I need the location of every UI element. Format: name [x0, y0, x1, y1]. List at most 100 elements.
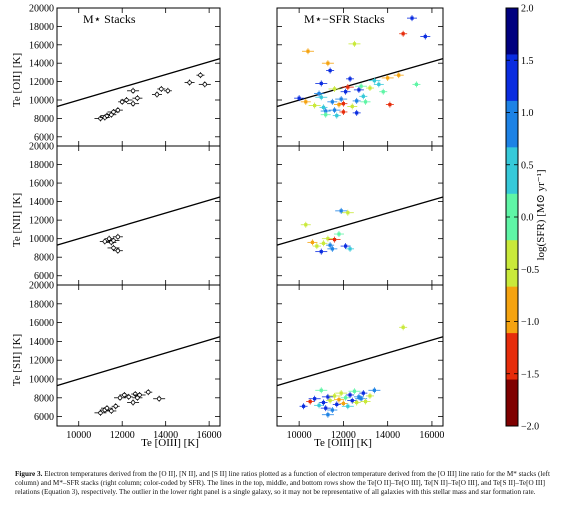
data-point — [127, 399, 140, 406]
data-point — [153, 395, 166, 402]
data-point — [355, 83, 368, 90]
data-point — [332, 401, 341, 408]
x-tick-label: 14000 — [153, 430, 178, 441]
colorbar-segment — [506, 54, 518, 102]
data-point — [348, 388, 361, 395]
data-point — [399, 324, 408, 331]
data-point — [106, 407, 117, 414]
data-point — [196, 72, 205, 79]
data-point — [339, 400, 348, 407]
data-point — [312, 243, 321, 250]
data-point — [365, 85, 374, 92]
y-tick-label: 12000 — [29, 77, 54, 88]
y-tick-label: 10000 — [29, 96, 54, 107]
data-point — [332, 112, 341, 119]
y-tick-label: 14000 — [29, 197, 54, 208]
data-point — [352, 109, 361, 116]
relation-line — [276, 196, 444, 246]
data-point — [315, 248, 328, 255]
caption-label: Figure 3. — [15, 470, 43, 478]
data-point — [107, 237, 120, 244]
colorbar-tick-label: −1.5 — [521, 369, 539, 380]
panel-frame — [56, 7, 221, 147]
colorbar-segment — [506, 333, 518, 381]
data-point — [294, 95, 305, 102]
y-tick-label: 14000 — [29, 59, 54, 70]
x-tick-label: 12000 — [110, 430, 135, 441]
data-point — [327, 98, 338, 105]
colorbar-segment — [506, 8, 518, 55]
data-point — [321, 393, 334, 400]
data-point — [340, 243, 351, 250]
colorbar-segment — [506, 100, 518, 148]
colorbar-tick-label: −0.5 — [521, 265, 539, 276]
data-point — [321, 60, 334, 67]
data-point — [308, 102, 321, 109]
y-axis-label-oii: Te [OII] [K] — [11, 53, 23, 107]
colorbar-segment — [506, 286, 518, 334]
data-point — [315, 80, 328, 87]
data-point — [132, 394, 143, 401]
colorbar-segment — [506, 147, 518, 195]
data-point — [335, 207, 348, 214]
y-tick-label: 10000 — [29, 375, 54, 386]
data-point — [151, 91, 162, 98]
panel-right_SII: 10000 12000 14000 16000 — [276, 284, 444, 441]
data-point — [346, 391, 355, 398]
panel-title-mstar-sfr: M⋆−SFR Stacks — [304, 12, 385, 26]
data-point — [348, 40, 361, 47]
data-point — [321, 235, 334, 242]
data-point — [300, 221, 311, 228]
data-point — [399, 30, 408, 37]
colorbar-tick-label: 2.0 — [521, 4, 534, 15]
data-point — [157, 85, 166, 92]
panel-right_NII — [276, 145, 444, 286]
data-point — [346, 75, 355, 82]
panel-frame — [276, 145, 444, 286]
data-point — [328, 107, 341, 114]
relation-line — [56, 336, 221, 387]
data-point — [299, 403, 308, 410]
x-tick-label: 14000 — [375, 430, 400, 441]
y-tick-label: 6000 — [34, 271, 54, 282]
data-point — [412, 81, 421, 88]
data-point — [352, 97, 361, 104]
colorbar-segment — [506, 240, 518, 288]
data-point — [94, 409, 107, 416]
figure-panel-grid: 6000800010000120001400016000180002000060… — [11, 4, 547, 450]
data-point — [341, 209, 354, 216]
x-tick-label: 16000 — [419, 430, 444, 441]
data-point — [340, 394, 351, 401]
data-point — [393, 72, 404, 79]
data-point — [319, 104, 328, 111]
y-tick-label: 16000 — [29, 179, 54, 190]
colorbar-tick-label: −1.0 — [521, 317, 539, 328]
data-point — [341, 403, 354, 410]
x-tick-label: 12000 — [331, 430, 356, 441]
panel-left_SII: 10000 12000 14000 16000 6000 8000 10000 12000 14… — [29, 281, 222, 442]
colorbar-tick-label: 0.5 — [521, 160, 534, 171]
x-tick-label: 16000 — [197, 430, 222, 441]
data-point — [308, 395, 321, 402]
data-point — [347, 397, 358, 404]
data-point — [163, 87, 172, 94]
y-tick-label: 18000 — [29, 299, 54, 310]
y-tick-label: 10000 — [29, 234, 54, 245]
data-point — [347, 103, 358, 110]
data-point — [328, 392, 341, 399]
y-tick-label: 8000 — [34, 253, 54, 264]
y-tick-label: 18000 — [29, 160, 54, 171]
data-point — [319, 240, 328, 247]
data-point — [368, 77, 381, 84]
data-point — [132, 95, 143, 102]
colorbar-tick-label: −2.0 — [521, 422, 539, 433]
data-point — [385, 101, 394, 108]
caption-text: Electron temperatures derived from the [… — [15, 470, 550, 496]
y-tick-label: 6000 — [34, 412, 54, 423]
data-point — [111, 403, 120, 410]
data-point — [314, 402, 325, 409]
data-point — [127, 87, 140, 94]
panel-frame — [56, 145, 221, 286]
data-point — [341, 84, 354, 91]
y-tick-label: 20000 — [29, 281, 54, 292]
